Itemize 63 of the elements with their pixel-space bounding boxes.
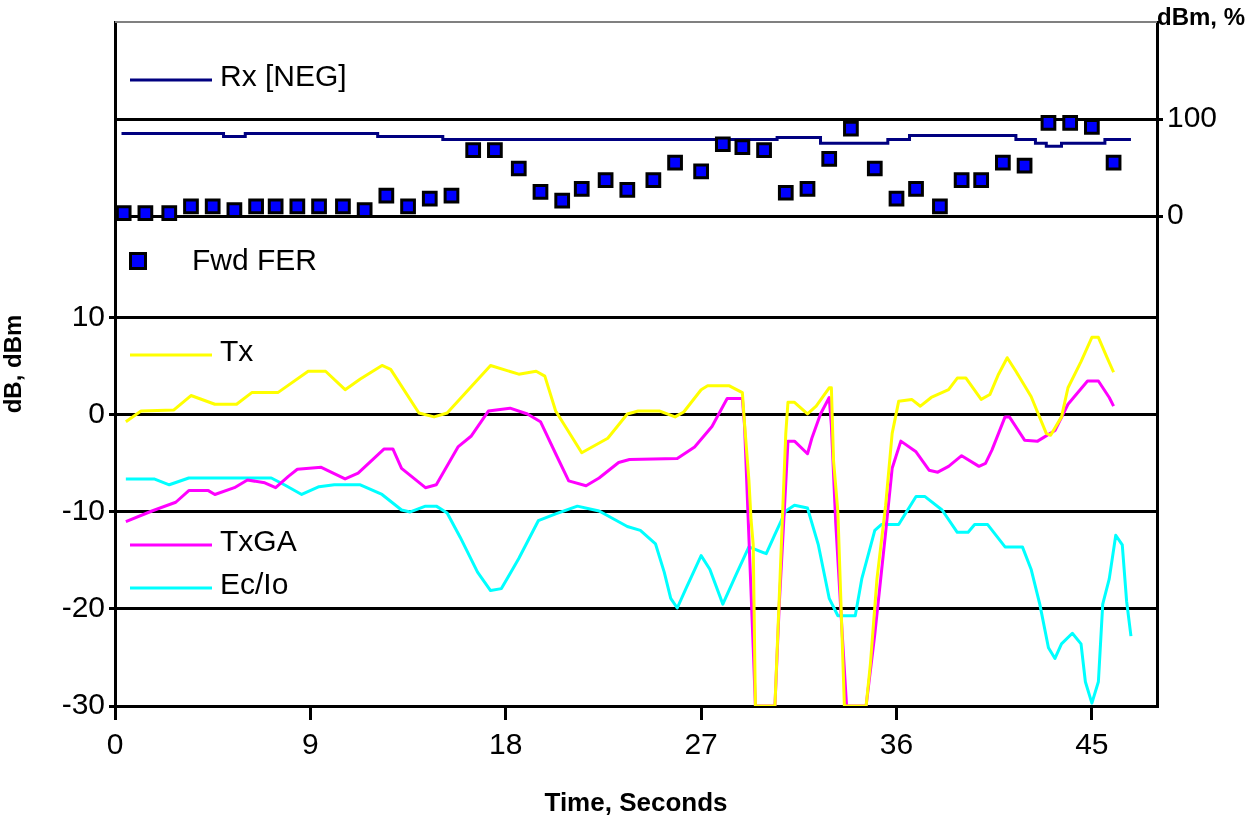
point	[1040, 115, 1057, 131]
point	[953, 172, 970, 189]
legend-label: Tx	[220, 334, 254, 368]
point	[311, 198, 327, 215]
x-tick-label: 27	[684, 727, 718, 761]
point	[421, 190, 438, 207]
y2-tick-label: 0	[1167, 197, 1184, 231]
legend-label: Ec/Io	[220, 567, 289, 601]
point	[335, 198, 351, 215]
point	[510, 160, 527, 177]
point	[932, 198, 948, 215]
point	[1016, 157, 1033, 174]
point	[693, 163, 709, 180]
y-tick-label: -30	[61, 687, 105, 721]
point	[799, 181, 816, 197]
x-tick-label: 45	[1075, 727, 1109, 761]
point	[267, 198, 284, 215]
point	[378, 187, 395, 204]
point	[400, 198, 416, 215]
x-axis-title: Time, Seconds	[544, 786, 728, 817]
point	[487, 142, 503, 158]
y2-tick-label: 100	[1167, 100, 1218, 134]
point	[667, 154, 683, 171]
point	[821, 150, 838, 167]
point	[597, 172, 614, 189]
point	[248, 198, 264, 215]
point	[161, 205, 178, 221]
point	[1105, 154, 1122, 171]
point	[995, 154, 1011, 171]
point	[532, 183, 549, 200]
y-tick-label: 10	[71, 299, 105, 333]
point	[843, 120, 859, 137]
point	[645, 172, 662, 189]
point	[443, 187, 460, 204]
y-tick-label: -20	[61, 590, 105, 624]
point	[734, 139, 751, 156]
point	[137, 205, 154, 221]
point	[619, 181, 636, 198]
point	[866, 160, 883, 177]
point	[554, 192, 571, 209]
point	[289, 198, 306, 215]
point	[777, 184, 794, 201]
point	[756, 142, 772, 158]
y-axis-title: dB, dBm	[0, 314, 27, 414]
y2-axis-title: dBm, %	[1156, 2, 1245, 30]
point	[465, 142, 482, 158]
x-tick-label: 9	[302, 727, 319, 761]
legend-label: Rx [NEG]	[220, 59, 347, 93]
point	[115, 205, 132, 221]
point	[573, 181, 590, 197]
legend-label: Fwd FER	[192, 243, 318, 277]
x-tick-label: 18	[489, 727, 523, 761]
point	[204, 198, 221, 215]
point	[714, 136, 731, 153]
legend-label: TxGA	[220, 524, 297, 558]
y-tick-label: -10	[61, 493, 105, 527]
point	[908, 181, 924, 197]
y-tick-label: 0	[88, 396, 105, 430]
point	[183, 198, 199, 215]
point	[973, 172, 990, 189]
point	[888, 190, 905, 207]
x-tick-label: 36	[879, 727, 914, 761]
point	[1062, 115, 1079, 131]
